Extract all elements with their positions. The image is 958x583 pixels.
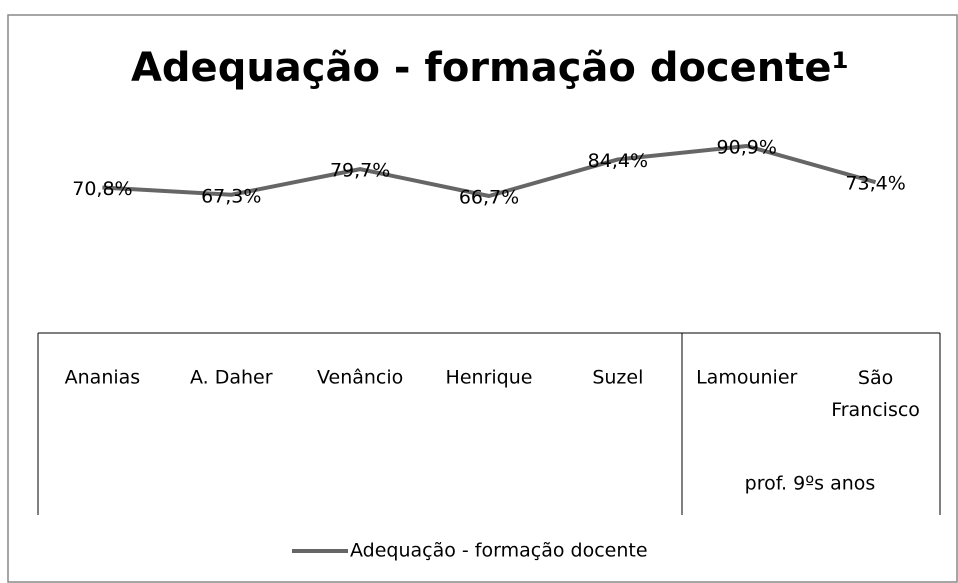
group-label: prof. 9ºs anos	[745, 473, 876, 495]
data-label: 67,3%	[201, 185, 261, 207]
x-tick-label-line: Francisco	[831, 399, 920, 421]
data-label: 66,7%	[459, 187, 519, 209]
x-tick-label: Suzel	[592, 367, 643, 389]
chart-frame	[7, 14, 958, 583]
data-label: 79,7%	[330, 160, 390, 182]
legend-label: Adequação - formação docente	[350, 540, 648, 562]
x-tick-label: São Francisco	[831, 367, 920, 421]
series-line	[102, 144, 877, 198]
x-tick-label: Henrique	[446, 367, 533, 389]
data-label: 90,9%	[717, 137, 777, 159]
x-tick-label: Venâncio	[317, 367, 403, 389]
x-tick-label: Ananias	[65, 367, 141, 389]
data-label: 84,4%	[588, 150, 648, 172]
x-tick-label: Lamounier	[696, 367, 797, 389]
data-label: 73,4%	[845, 173, 905, 195]
data-label: 70,8%	[72, 178, 132, 200]
chart-title: Adequação - formação docente¹	[131, 45, 849, 91]
x-tick-label-line: São	[858, 367, 893, 389]
x-tick-label: A. Daher	[190, 367, 273, 389]
